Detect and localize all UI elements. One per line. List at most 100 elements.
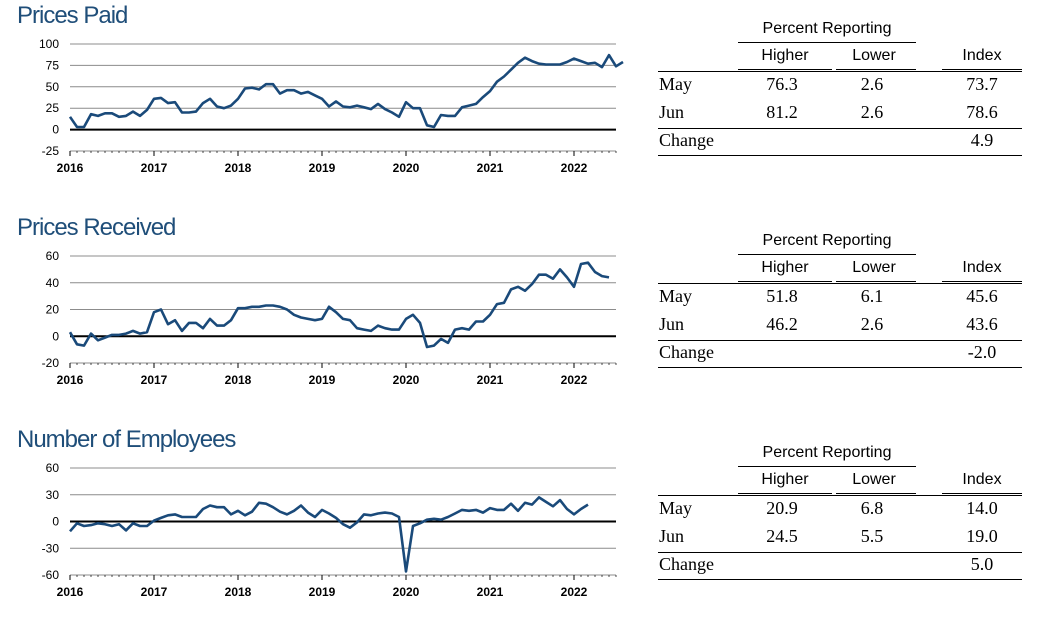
cell-jun-higher: 46.2 <box>766 314 798 334</box>
y-tick-label: 75 <box>46 58 60 72</box>
y-tick-label: 60 <box>46 461 60 475</box>
cell-may-higher: 51.8 <box>766 286 798 306</box>
y-tick-label: 50 <box>46 80 60 94</box>
panel-title: Prices Paid <box>17 2 128 29</box>
x-tick-label: 2018 <box>225 161 252 175</box>
cell-change-index: 4.9 <box>970 130 994 150</box>
header-rule-lower <box>836 281 916 282</box>
panel-number-of-employees: Number of Employees 60 30 0 -30 -60 2016 2017 2… <box>0 426 1047 626</box>
table-top-rule <box>658 283 1022 284</box>
header-percent-reporting: Percent Reporting <box>762 232 892 249</box>
header-rule-group <box>738 42 916 43</box>
cell-jun-higher: 81.2 <box>766 102 798 122</box>
x-tick-label: 2017 <box>141 161 168 175</box>
row-label-change: Change <box>659 342 714 362</box>
y-tick-label: 0 <box>52 515 59 529</box>
panel-title: Number of Employees <box>17 426 236 453</box>
x-tick-label: 2017 <box>141 585 168 599</box>
table-mid-rule <box>658 128 1022 129</box>
y-tick-label: 20 <box>46 303 60 317</box>
summary-table-prices-received: Percent Reporting Higher Lower Index May… <box>658 228 1022 368</box>
header-percent-reporting: Percent Reporting <box>762 20 892 37</box>
header-rule-index <box>942 281 1022 282</box>
y-tick-label: -20 <box>42 356 60 370</box>
header-lower: Lower <box>852 47 896 64</box>
cell-may-index: 45.6 <box>966 286 998 306</box>
chart-number-of-employees: 60 30 0 -30 -60 2016 2017 2018 2019 2020 2021 2022 <box>42 461 617 599</box>
cell-may-lower: 6.8 <box>860 498 884 518</box>
table-mid-rule <box>658 340 1022 341</box>
cell-jun-lower: 5.5 <box>860 526 884 546</box>
y-tick-label: -25 <box>42 144 60 158</box>
x-tick-label: 2021 <box>477 373 504 387</box>
x-tick-label: 2022 <box>561 373 588 387</box>
header-rule-group <box>738 254 916 255</box>
cell-may-index: 73.7 <box>966 74 998 94</box>
header-lower: Lower <box>852 259 896 276</box>
chart-prices-paid: 100 75 50 25 0 -25 2016 2017 2018 2019 2020 2021 202… <box>39 37 624 175</box>
y-tick-label: 0 <box>52 123 59 137</box>
y-tick-label: 40 <box>46 276 60 290</box>
x-tick-label: 2022 <box>561 585 588 599</box>
cell-change-index: 5.0 <box>970 554 994 574</box>
cell-may-lower: 2.6 <box>860 74 884 94</box>
x-tick-label: 2020 <box>393 585 420 599</box>
header-index: Index <box>962 471 1002 488</box>
table-top-rule <box>658 71 1022 72</box>
cell-change-index: -2.0 <box>967 342 997 362</box>
x-tick-label: 2016 <box>57 161 84 175</box>
cell-may-higher: 76.3 <box>766 74 798 94</box>
header-rule-lower <box>836 493 916 494</box>
cell-jun-index: 19.0 <box>966 526 998 546</box>
y-tick-label: -60 <box>42 568 60 582</box>
cell-may-lower: 6.1 <box>860 286 884 306</box>
row-label-jun: Jun <box>659 526 685 546</box>
table-bottom-rule <box>658 579 1022 580</box>
x-tick-label: 2018 <box>225 373 252 387</box>
header-rule-higher <box>738 493 832 494</box>
cell-may-higher: 20.9 <box>766 498 798 518</box>
header-lower: Lower <box>852 471 896 488</box>
y-tick-label: 25 <box>46 101 60 115</box>
header-higher: Higher <box>761 471 809 488</box>
row-label-change: Change <box>659 554 714 574</box>
header-index: Index <box>962 259 1002 276</box>
panel-prices-received: Prices Received 60 40 20 0 -20 2016 2017 2018 20… <box>0 214 1047 414</box>
y-tick-label: 30 <box>46 488 60 502</box>
header-rule-index <box>942 69 1022 70</box>
cell-jun-lower: 2.6 <box>860 102 884 122</box>
x-tick-label: 2019 <box>309 161 336 175</box>
cell-may-index: 14.0 <box>966 498 998 518</box>
x-tick-label: 2020 <box>393 373 420 387</box>
row-label-may: May <box>659 74 692 94</box>
header-rule-group <box>738 466 916 467</box>
series-line <box>68 53 624 129</box>
summary-table-prices-paid: Percent Reporting Higher Lower Index May… <box>658 16 1022 156</box>
row-label-jun: Jun <box>659 314 685 334</box>
y-tick-label: 60 <box>46 249 60 263</box>
header-percent-reporting: Percent Reporting <box>762 444 892 461</box>
y-tick-label: -30 <box>42 541 60 555</box>
table-top-rule <box>658 495 1022 496</box>
cell-jun-lower: 2.6 <box>860 314 884 334</box>
series-line <box>68 261 610 349</box>
header-rule-lower <box>836 69 916 70</box>
x-tick-label: 2021 <box>477 161 504 175</box>
summary-table-number-of-employees: Percent Reporting Higher Lower Index May… <box>658 440 1022 580</box>
header-rule-higher <box>738 281 832 282</box>
table-mid-rule <box>658 552 1022 553</box>
x-tick-label: 2016 <box>57 373 84 387</box>
header-rule-higher <box>738 69 832 70</box>
y-tick-label: 0 <box>52 329 59 343</box>
panel-title: Prices Received <box>17 214 176 241</box>
x-tick-label: 2021 <box>477 585 504 599</box>
x-tick-label: 2019 <box>309 585 336 599</box>
chart-prices-received: 60 40 20 0 -20 2016 2017 2018 2019 2020 2021 2022 <box>42 249 617 387</box>
table-bottom-rule <box>658 155 1022 156</box>
table-bottom-rule <box>658 367 1022 368</box>
row-label-jun: Jun <box>659 102 685 122</box>
row-label-change: Change <box>659 130 714 150</box>
cell-jun-index: 43.6 <box>966 314 998 334</box>
x-tick-label: 2018 <box>225 585 252 599</box>
header-higher: Higher <box>761 47 809 64</box>
